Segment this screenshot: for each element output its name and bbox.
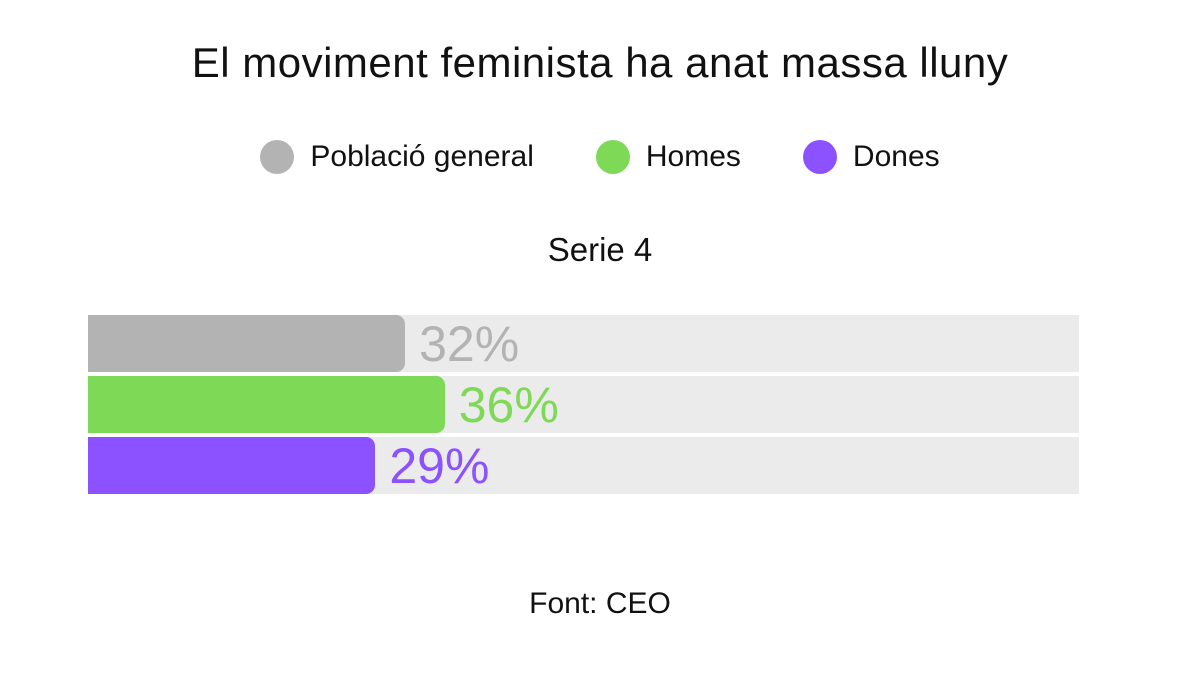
bar-row-homes: 36% bbox=[88, 376, 1079, 433]
bar-homes bbox=[88, 376, 445, 433]
legend-label: Dones bbox=[852, 140, 940, 173]
legend-swatch-icon bbox=[595, 140, 630, 174]
source-note: Font: CEO bbox=[529, 587, 671, 620]
bar-value-label: 36% bbox=[458, 376, 559, 433]
legend-item-dones: Dones bbox=[802, 140, 940, 174]
bar-plot-area: 32% 36% 29% bbox=[88, 315, 1079, 494]
bar-poblacio-general bbox=[88, 315, 406, 372]
series-subtitle: Serie 4 bbox=[547, 231, 653, 268]
chart-legend: Població general Homes Dones bbox=[0, 140, 1200, 174]
legend-label: Homes bbox=[645, 140, 741, 173]
bar-row-dones: 29% bbox=[88, 437, 1079, 494]
bar-value-label: 32% bbox=[419, 315, 520, 372]
legend-swatch-icon bbox=[260, 140, 295, 174]
legend-item-homes: Homes bbox=[595, 140, 741, 174]
legend-label: Població general bbox=[310, 140, 534, 173]
legend-item-poblacio-general: Població general bbox=[260, 140, 534, 174]
chart-title: El moviment feminista ha anat massa llun… bbox=[191, 39, 1009, 86]
bar-dones bbox=[88, 437, 376, 494]
bar-row-poblacio-general: 32% bbox=[88, 315, 1079, 372]
bar-value-label: 29% bbox=[389, 437, 490, 494]
legend-swatch-icon bbox=[802, 140, 837, 174]
